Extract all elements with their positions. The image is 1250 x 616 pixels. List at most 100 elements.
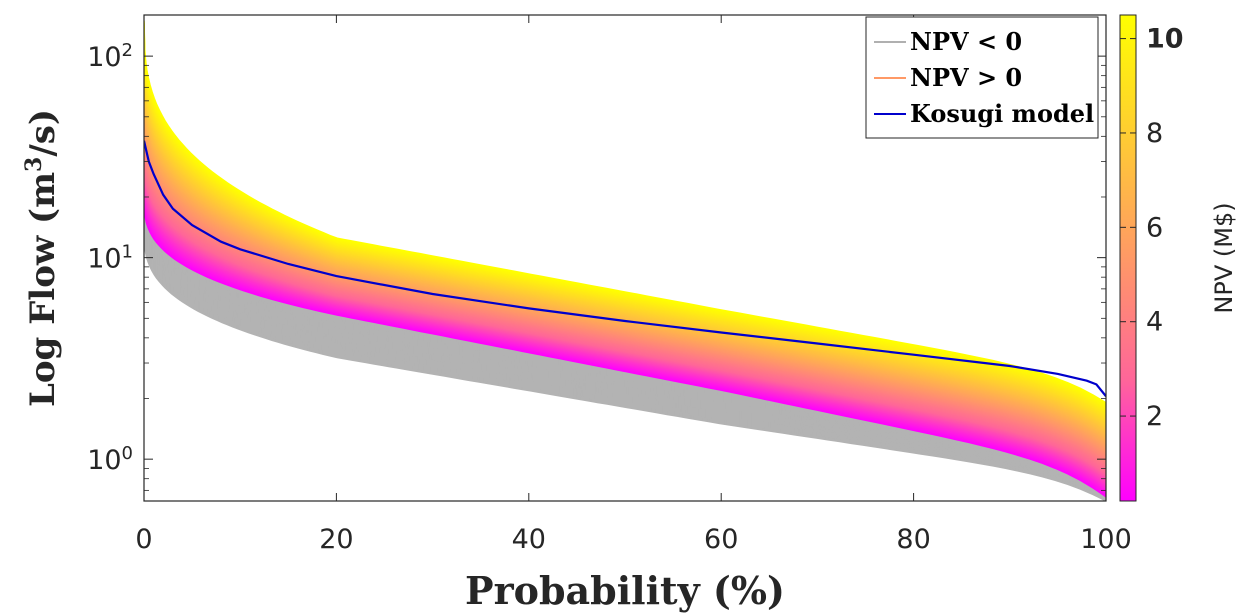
negative-npv-curve: [144, 228, 1106, 501]
negative-npv-curve: [144, 226, 1106, 501]
ensemble-curves: [144, 20, 1106, 501]
positive-npv-curve: [144, 22, 1106, 405]
x-tick-label: 0: [135, 524, 152, 555]
colorbar-label: NPV (M$): [1210, 202, 1238, 313]
positive-npv-curve: [144, 171, 1106, 484]
positive-npv-curve: [144, 20, 1106, 404]
negative-npv-curve: [144, 224, 1106, 499]
positive-npv-curve: [144, 121, 1106, 458]
x-tick-label: 100: [1080, 524, 1132, 555]
colorbar: 2 4 6 8 10: [1119, 14, 1184, 502]
negative-npv-curve: [144, 222, 1106, 498]
positive-npv-curve: [144, 40, 1106, 415]
colorbar-tick-label: 10: [1146, 24, 1184, 55]
positive-npv-curve: [144, 113, 1106, 454]
colorbar-tick-label: 4: [1146, 307, 1163, 338]
positive-npv-curve: [144, 68, 1106, 429]
positive-npv-curve: [144, 196, 1106, 498]
negative-npv-curve: [144, 225, 1106, 500]
positive-npv-curve: [144, 82, 1106, 437]
y-tick-label: 101: [87, 241, 133, 275]
kosugi-model-line: [144, 140, 1106, 397]
positive-npv-curve: [144, 99, 1106, 446]
negative-npv-curve: [144, 217, 1106, 495]
negative-npv-curve: [144, 215, 1106, 493]
x-tick-label: 60: [704, 524, 738, 555]
y-axis-label-sup: 3: [21, 157, 47, 172]
positive-npv-curve: [144, 117, 1106, 456]
positive-npv-curve: [144, 125, 1106, 460]
negative-npv-curve: [144, 204, 1106, 486]
negative-npv-curve: [144, 218, 1106, 495]
y-axis: 100 101 102: [87, 40, 1106, 491]
x-tick-label: 80: [896, 524, 930, 555]
legend-label: NPV < 0: [910, 27, 1022, 56]
plot-area: [144, 20, 1106, 501]
positive-npv-curve: [144, 30, 1106, 409]
positive-npv-curve: [144, 163, 1106, 480]
positive-npv-curve: [144, 97, 1106, 445]
positive-npv-curve: [144, 173, 1106, 485]
positive-npv-curve: [144, 181, 1106, 490]
legend: NPV < 0 NPV > 0 Kosugi model: [865, 16, 1099, 139]
positive-npv-curve: [144, 72, 1106, 432]
positive-npv-curve: [144, 48, 1106, 419]
positive-npv-curve: [144, 137, 1106, 466]
positive-npv-curve: [144, 34, 1106, 412]
x-tick-label: 20: [319, 524, 353, 555]
positive-npv-curve: [144, 153, 1106, 475]
positive-npv-curve: [144, 161, 1106, 479]
positive-npv-curve: [144, 105, 1106, 449]
colorbar-tick-label: 2: [1146, 401, 1163, 432]
positive-npv-curve: [144, 32, 1106, 410]
positive-npv-curve: [144, 175, 1106, 486]
positive-npv-curve: [144, 66, 1106, 428]
positive-npv-curve: [144, 38, 1106, 414]
negative-npv-curve: [144, 213, 1106, 492]
positive-npv-curve: [144, 189, 1106, 494]
negative-npv-curve: [144, 216, 1106, 494]
colorbar-gradient: [1119, 14, 1137, 502]
positive-npv-curve: [144, 115, 1106, 455]
legend-label: Kosugi model: [910, 99, 1094, 128]
y-tick-label: 100: [87, 443, 133, 477]
positive-npv-curve: [144, 91, 1106, 442]
colorbar-tick-label: 6: [1146, 212, 1163, 243]
negative-npv-curve: [144, 209, 1106, 489]
positive-npv-curve: [144, 50, 1106, 420]
x-axis-label: Probability (%): [465, 568, 785, 613]
positive-npv-curve: [144, 107, 1106, 451]
negative-npv-curve: [144, 221, 1106, 497]
positive-npv-curve: [144, 145, 1106, 471]
negative-npv-curve: [144, 212, 1106, 491]
x-tick-label: 40: [512, 524, 546, 555]
negative-npv-curve: [144, 203, 1106, 485]
negative-npv-curve: [144, 210, 1106, 490]
y-axis-label-group: Log Flow (m3/s): [21, 109, 63, 407]
positive-npv-curve: [144, 60, 1106, 425]
positive-npv-curve: [144, 165, 1106, 481]
positive-npv-curve: [144, 64, 1106, 427]
x-axis: 0 20 40 60 80 100: [135, 15, 1132, 555]
positive-npv-curve: [144, 58, 1106, 424]
negative-npv-curve: [144, 206, 1106, 487]
positive-npv-curve: [144, 24, 1106, 406]
positive-npv-curve: [144, 84, 1106, 438]
positive-npv-curve: [144, 56, 1106, 423]
negative-npv-curve: [144, 223, 1106, 499]
negative-npv-curve: [144, 227, 1106, 501]
positive-npv-curve: [144, 183, 1106, 491]
negative-npv-curve: [144, 211, 1106, 490]
colorbar-label-group: NPV (M$): [1210, 202, 1238, 313]
legend-label: NPV > 0: [910, 63, 1022, 92]
positive-npv-curve: [144, 157, 1106, 477]
negative-npv-curve: [144, 219, 1106, 496]
positive-npv-curve: [144, 123, 1106, 459]
negative-npv-curve: [144, 220, 1106, 497]
negative-npv-curve: [144, 214, 1106, 492]
positive-npv-curve: [144, 179, 1106, 489]
positive-npv-curve: [144, 190, 1106, 495]
colorbar-tick-label: 8: [1146, 118, 1163, 149]
positive-npv-curve: [144, 187, 1106, 493]
